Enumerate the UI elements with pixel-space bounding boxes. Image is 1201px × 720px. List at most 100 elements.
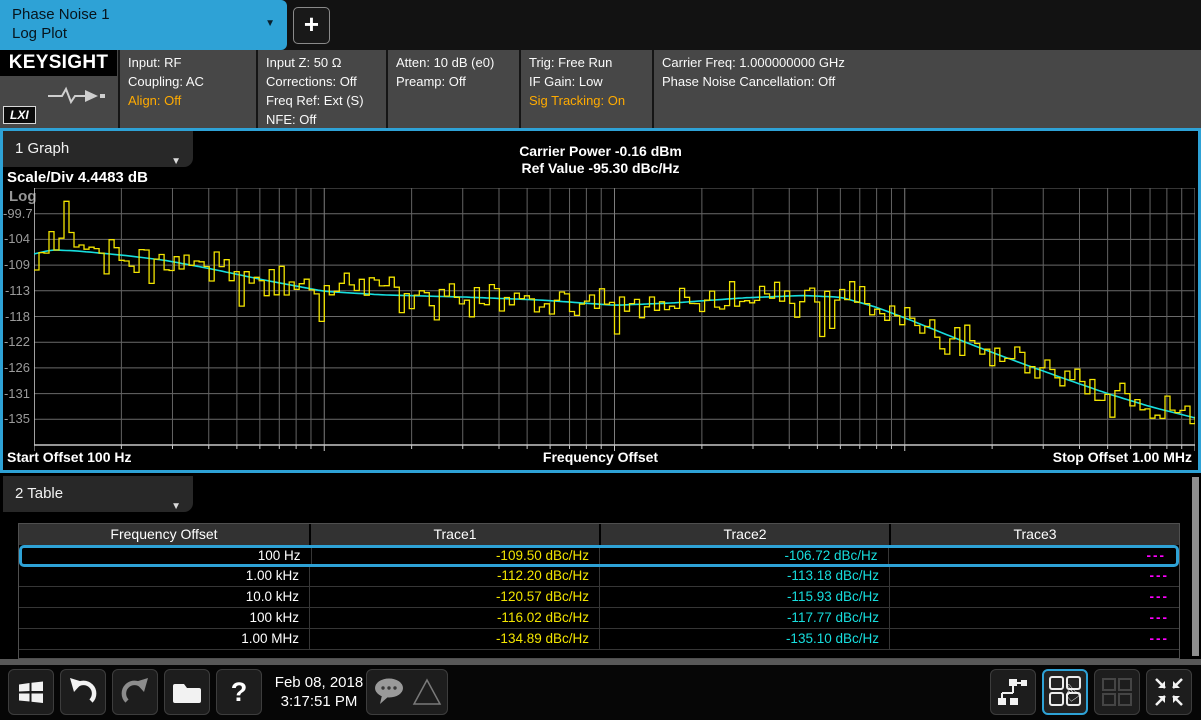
- settings-column-4[interactable]: Trig: Free Run IF Gain: Low Sig Tracking: …: [519, 50, 652, 128]
- scale-per-div-label: Scale/Div 4.4483 dB: [7, 169, 148, 186]
- table-cell-trace3: ---: [887, 548, 1177, 564]
- table-cell-trace1: -116.02 dBc/Hz: [309, 608, 599, 628]
- table-header-row: Frequency Offset Trace1 Trace2 Trace3: [19, 524, 1179, 546]
- windows-start-button[interactable]: [8, 669, 54, 715]
- ref-value-label: Ref Value -95.30 dBc/Hz: [521, 160, 680, 176]
- table-cell-offset: 100 kHz: [249, 610, 299, 625]
- y-tick-label: -118: [4, 308, 30, 324]
- measurement-tab-bar: Phase Noise 1 Log Plot ▼ +: [0, 0, 1201, 50]
- setting-item: Phase Noise Cancellation: Off: [662, 74, 836, 89]
- system-settings-header: KEYSIGHT LXI Input: RF Coupling: AC Align:…: [0, 50, 1201, 128]
- table-cell-trace1: -109.50 dBc/Hz: [310, 548, 600, 564]
- setting-item: Input Z: 50 Ω: [266, 55, 342, 70]
- setting-item: IF Gain: Low: [529, 74, 603, 89]
- setting-item: NFE: Off: [266, 112, 317, 127]
- setting-item: Corrections: Off: [266, 74, 357, 89]
- carrier-power-label: Carrier Power -0.16 dBm: [519, 143, 682, 159]
- undo-icon: [70, 678, 97, 703]
- keysight-logo: KEYSIGHT: [0, 50, 117, 76]
- table-cell-trace3: ---: [889, 566, 1179, 586]
- window-splitter[interactable]: [0, 659, 1201, 665]
- add-measurement-button[interactable]: +: [293, 7, 330, 44]
- table-row[interactable]: 1.00 MHz -134.89 dBc/Hz -135.10 dBc/Hz ---: [19, 629, 1179, 650]
- graph-window-selector[interactable]: 1 Graph ▼: [3, 131, 193, 167]
- graph-window-selector-label: 1 Graph: [15, 140, 70, 157]
- table-header-cell: Trace2: [599, 524, 889, 545]
- measurement-tab-subtitle: Log Plot: [12, 25, 68, 42]
- carrier-info: Carrier Power -0.16 dBm Ref Value -95.30…: [3, 143, 1198, 177]
- collapse-fullscreen-button[interactable]: [1146, 669, 1192, 715]
- system-settings-columns: Input: RF Coupling: AC Align: Off Input Z: …: [118, 50, 1201, 128]
- table-cell-trace2: -106.72 dBc/Hz: [599, 548, 888, 564]
- chevron-down-icon: ▼: [171, 156, 181, 167]
- table-cell-trace2: -135.10 dBc/Hz: [599, 629, 889, 649]
- table-row[interactable]: 10.0 kHz -120.57 dBc/Hz -115.93 dBc/Hz ---: [19, 587, 1179, 608]
- trace1-line: [34, 200, 1195, 425]
- folder-icon: [173, 684, 201, 703]
- settings-column-5[interactable]: Carrier Freq: 1.000000000 GHz Phase Noise…: [652, 50, 1201, 128]
- graph-window[interactable]: 1 Graph ▼ Carrier Power -0.16 dBm Ref Va…: [0, 128, 1201, 473]
- window-select-button[interactable]: ☝: [1042, 669, 1088, 715]
- windows-logo-icon: [19, 681, 43, 703]
- table-cell-trace1: -134.89 dBc/Hz: [309, 629, 599, 649]
- start-offset-label: Start Offset 100 Hz: [7, 449, 132, 465]
- table-window[interactable]: 2 Table ▼ Frequency Offset Trace1 Trace2 Tr…: [0, 473, 1201, 659]
- speech-bubble-icon: [375, 678, 403, 704]
- table-header-cell: Trace1: [309, 524, 599, 545]
- setting-item: Atten: 10 dB (e0): [396, 55, 495, 70]
- table-window-selector-label: 2 Table: [15, 485, 64, 502]
- save-recall-button[interactable]: [164, 669, 210, 715]
- table-row[interactable]: 100 kHz -116.02 dBc/Hz -117.77 dBc/Hz ---: [19, 608, 1179, 629]
- decade-table: Frequency Offset Trace1 Trace2 Trace3 100 Hz…: [18, 523, 1180, 659]
- table-row[interactable]: 100 Hz -109.50 dBc/Hz -106.72 dBc/Hz ---: [19, 545, 1179, 567]
- window-hierarchy-icon: [998, 679, 1027, 705]
- table-cell-offset: 1.00 MHz: [241, 631, 299, 646]
- table-row[interactable]: 1.00 kHz -112.20 dBc/Hz -113.18 dBc/Hz ---: [19, 566, 1179, 587]
- setting-item: Preamp: Off: [396, 74, 466, 89]
- chevron-down-icon: ▼: [171, 501, 181, 512]
- y-tick-label: -122: [3, 334, 30, 350]
- grid-2x2-icon: [1102, 678, 1132, 706]
- table-window-selector[interactable]: 2 Table ▼: [3, 476, 193, 512]
- y-tick-label: -109: [3, 257, 30, 273]
- table-header-cell: Frequency Offset: [110, 526, 218, 542]
- svg-text:☝: ☝: [1058, 679, 1082, 707]
- annotation-button[interactable]: [366, 669, 448, 715]
- datetime-display: Feb 08, 2018 3:17:51 PM: [266, 673, 372, 711]
- setting-item: Freq Ref: Ext (S): [266, 93, 364, 108]
- setting-item: Trig: Free Run: [529, 55, 613, 70]
- y-tick-label: -126: [3, 359, 30, 375]
- y-tick-label: -99.7: [3, 205, 33, 221]
- y-tick-label: -113: [4, 282, 30, 298]
- taskbar: ? Feb 08, 2018 3:17:51 PM: [0, 665, 1201, 720]
- keysight-spark-icon: [48, 86, 105, 104]
- redo-icon: [121, 678, 148, 703]
- phase-noise-plot[interactable]: [34, 188, 1195, 452]
- setting-item: Coupling: AC: [128, 74, 204, 89]
- measurement-tab-title: Phase Noise 1: [12, 6, 110, 23]
- redo-button[interactable]: [112, 669, 158, 715]
- window-arrange-button[interactable]: [990, 669, 1036, 715]
- setting-item: Carrier Freq: 1.000000000 GHz: [662, 55, 845, 70]
- table-cell-trace3: ---: [889, 587, 1179, 607]
- y-tick-label: -135: [3, 411, 30, 427]
- window-layout-button[interactable]: [1094, 669, 1140, 715]
- table-cell-trace3: ---: [889, 608, 1179, 628]
- table-scrollbar[interactable]: [1192, 477, 1199, 656]
- time-label: 3:17:51 PM: [280, 693, 358, 710]
- measurement-tab[interactable]: Phase Noise 1 Log Plot ▼: [0, 0, 287, 50]
- chevron-down-icon: ▼: [265, 18, 275, 29]
- table-cell-trace3: ---: [889, 629, 1179, 649]
- help-button[interactable]: ?: [216, 669, 262, 715]
- settings-column-1[interactable]: Input: RF Coupling: AC Align: Off: [118, 50, 256, 128]
- table-cell-trace2: -115.93 dBc/Hz: [599, 587, 889, 607]
- settings-column-3[interactable]: Atten: 10 dB (e0) Preamp: Off: [386, 50, 519, 128]
- lxi-logo: LXI: [3, 106, 36, 124]
- settings-column-2[interactable]: Input Z: 50 Ω Corrections: Off Freq Ref: E…: [256, 50, 386, 128]
- table-cell-trace2: -113.18 dBc/Hz: [599, 566, 889, 586]
- setting-item: Input: RF: [128, 55, 182, 70]
- table-footer-spacer: [19, 650, 1179, 658]
- undo-button[interactable]: [60, 669, 106, 715]
- table-cell-trace1: -112.20 dBc/Hz: [309, 566, 599, 586]
